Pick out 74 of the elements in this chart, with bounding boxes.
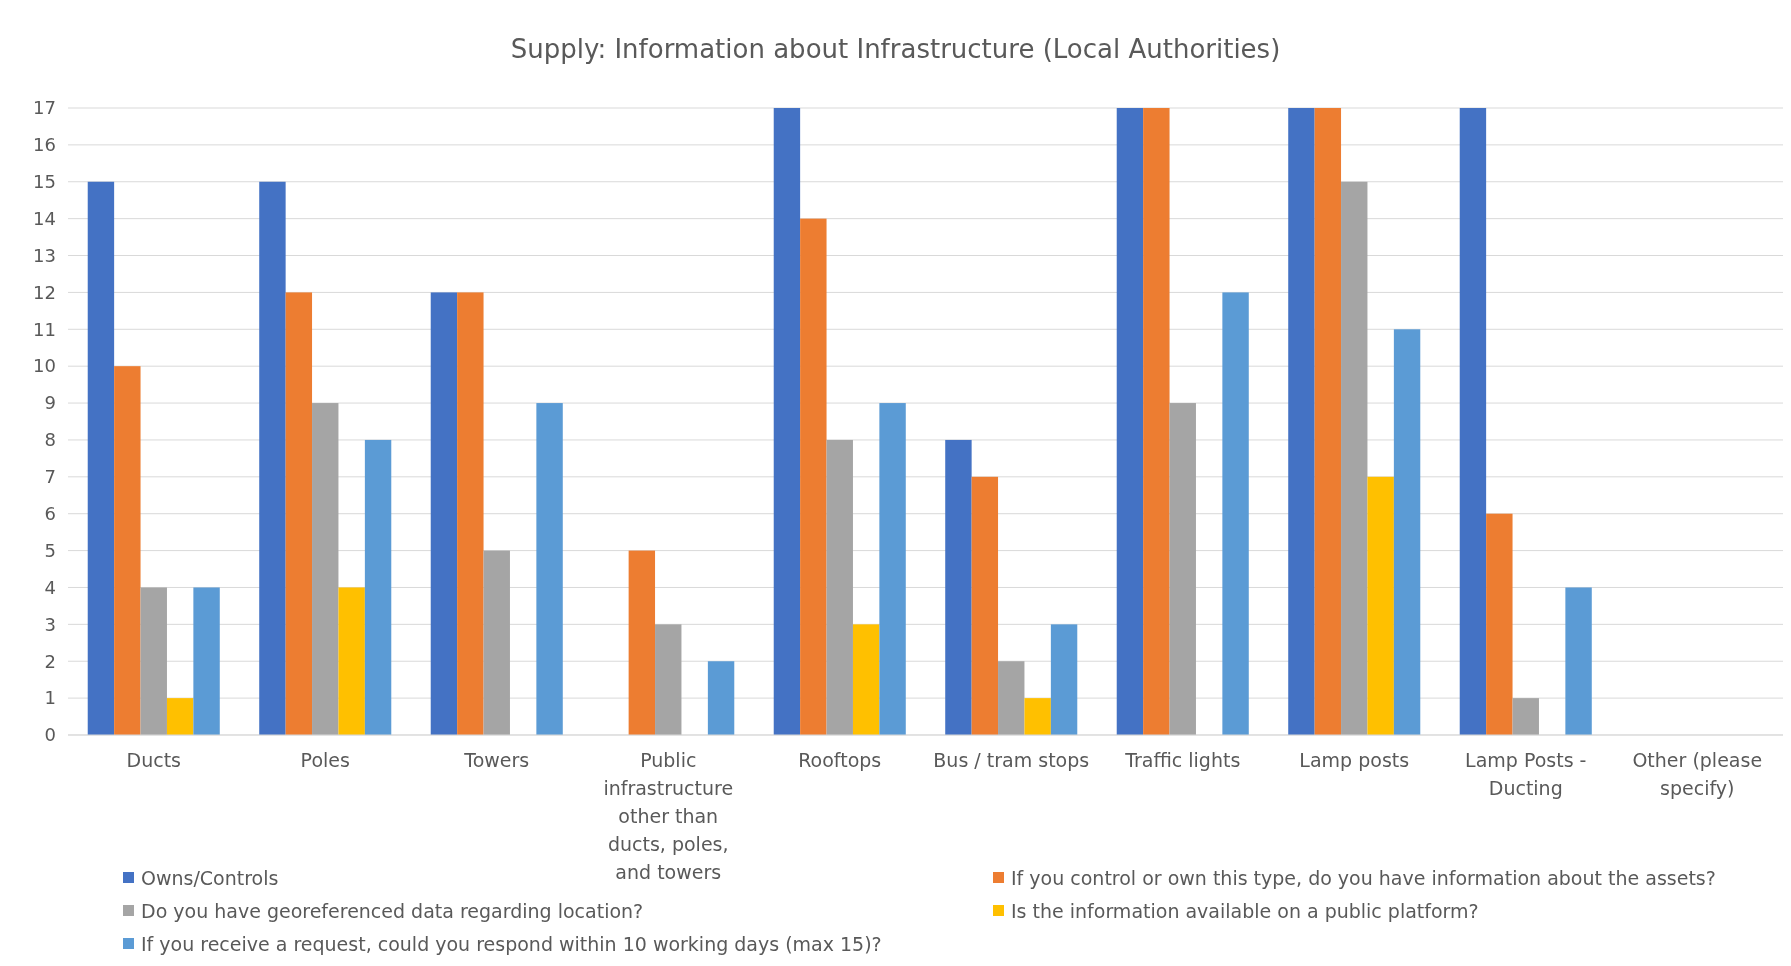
bar <box>1314 108 1342 735</box>
bar <box>483 550 510 735</box>
y-tick-label: 4 <box>44 576 56 598</box>
y-tick-label: 6 <box>44 503 56 525</box>
y-tick-label: 16 <box>33 134 56 156</box>
legend-label: If you receive a request, could you respond within 10 working days (max 15)? <box>141 932 882 955</box>
bar <box>1393 329 1421 735</box>
bar <box>1143 108 1170 735</box>
bar <box>1024 698 1051 735</box>
chart-title: Supply: Information about Infrastructure (Local Authorities) <box>510 34 1281 64</box>
bar <box>1050 624 1078 735</box>
bar <box>628 550 656 735</box>
legend-label: Owns/Controls <box>141 866 279 889</box>
legend-label: Do you have georeferenced data regarding location? <box>141 899 644 922</box>
bar <box>457 292 484 735</box>
y-tick-label: 13 <box>33 244 56 266</box>
bar <box>364 439 392 735</box>
y-tick-label: 1 <box>44 687 56 709</box>
y-tick-label: 11 <box>33 318 56 340</box>
y-tick-label: 7 <box>44 466 56 488</box>
bar <box>1565 587 1592 735</box>
bar <box>1486 513 1513 735</box>
y-tick-label: 15 <box>33 171 56 193</box>
y-tick-label: 17 <box>33 97 56 119</box>
legend-label: If you control or own this type, do you have information about the assets? <box>1011 866 1716 889</box>
bar <box>826 439 853 735</box>
bar <box>1288 108 1315 735</box>
x-tick-label: Other (please specify) <box>1632 749 1763 799</box>
bar <box>1512 698 1539 735</box>
bar <box>285 292 313 735</box>
y-tick-label: 0 <box>44 724 56 746</box>
x-tick-label: Towers <box>463 749 530 771</box>
bar <box>971 476 999 735</box>
bar <box>1341 181 1368 735</box>
y-tick-label: 9 <box>44 392 56 414</box>
x-tick-label: Poles <box>300 749 350 771</box>
bar <box>879 403 906 735</box>
x-tick-label: Bus / tram stops <box>933 749 1090 771</box>
y-tick-label: 10 <box>33 355 56 377</box>
x-tick-label: Lamp posts <box>1299 749 1410 771</box>
bar <box>338 587 365 735</box>
bar <box>852 624 880 735</box>
x-tick-label: Lamp Posts - Ducting <box>1465 749 1587 799</box>
bar <box>707 661 735 735</box>
bar <box>1116 108 1144 735</box>
bar <box>1169 403 1196 735</box>
bar <box>998 661 1025 735</box>
bar <box>536 403 563 735</box>
bar <box>1367 476 1394 735</box>
bar <box>655 624 682 735</box>
y-tick-label: 2 <box>44 650 56 672</box>
x-tick-label: Rooftops <box>798 749 882 771</box>
x-tick-label: Traffic lights <box>1124 749 1241 771</box>
bar <box>140 587 167 735</box>
bar <box>1459 108 1487 735</box>
bar <box>259 181 286 735</box>
x-tick-label: Ducts <box>126 749 181 771</box>
bar <box>800 218 827 735</box>
bar <box>193 587 220 735</box>
x-tick-label: Public infrastructure other than ducts, poles, and towers <box>603 749 734 883</box>
bar <box>87 181 115 735</box>
y-tick-label: 8 <box>44 429 56 451</box>
y-tick-label: 5 <box>44 539 56 561</box>
y-tick-label: 3 <box>44 613 56 635</box>
bar <box>114 366 141 735</box>
bar <box>166 698 194 735</box>
bar <box>430 292 458 735</box>
y-tick-label: 14 <box>33 207 56 229</box>
bar <box>1222 292 1249 735</box>
bar <box>945 439 972 735</box>
y-tick-label: 12 <box>33 281 56 303</box>
bar <box>773 108 801 735</box>
legend-label: Is the information available on a public platform? <box>1011 899 1479 922</box>
bar <box>312 403 339 735</box>
